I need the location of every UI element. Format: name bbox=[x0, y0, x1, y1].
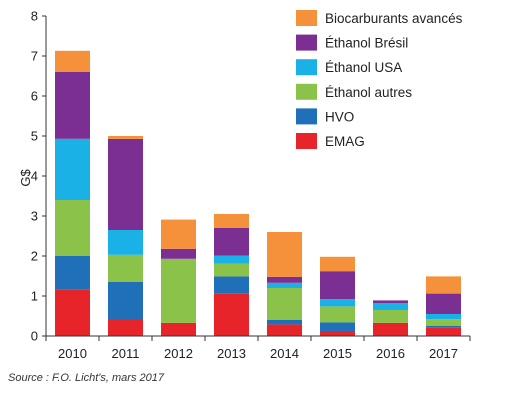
bar-ethanol-autres-2014 bbox=[267, 288, 302, 320]
legend-label-emag: EMAG bbox=[325, 134, 365, 149]
bar-ethanol-usa-2010 bbox=[55, 138, 90, 200]
bar-emag-2014 bbox=[267, 324, 302, 336]
legend-swatch-hvo bbox=[296, 108, 317, 125]
x-tick-label-2017: 2017 bbox=[429, 346, 458, 361]
bar-ethanol-bresil-2014 bbox=[267, 276, 302, 283]
legend-swatch-biocarburants-avances bbox=[296, 10, 317, 26]
bar-ethanol-bresil-2015 bbox=[320, 271, 355, 300]
x-tick-label-2010: 2010 bbox=[58, 346, 87, 361]
bar-ethanol-autres-2012 bbox=[161, 258, 196, 323]
bar-ethanol-usa-2017 bbox=[426, 314, 461, 320]
bar-ethanol-autres-2011 bbox=[108, 254, 143, 282]
y-tick-label-7: 7 bbox=[31, 49, 38, 64]
bar-hvo-2015 bbox=[320, 322, 355, 332]
bar-ethanol-bresil-2011 bbox=[108, 138, 143, 230]
y-tick-label-1: 1 bbox=[31, 289, 38, 304]
y-tick-label-6: 6 bbox=[31, 89, 38, 104]
bar-ethanol-bresil-2012 bbox=[161, 248, 196, 259]
legend-label-hvo: HVO bbox=[325, 109, 354, 124]
bar-biocarburants-avances-2011 bbox=[108, 136, 143, 139]
bar-ethanol-autres-2013 bbox=[214, 263, 249, 277]
y-axis-label: G$ bbox=[18, 169, 33, 187]
y-tick-label-4: 4 bbox=[31, 169, 38, 184]
bar-ethanol-autres-2015 bbox=[320, 306, 355, 323]
bar-ethanol-autres-2016 bbox=[373, 310, 408, 323]
bar-emag-2011 bbox=[108, 320, 143, 336]
legend-label-ethanol-bresil: Éthanol Brésil bbox=[325, 36, 408, 51]
bar-ethanol-usa-2016 bbox=[373, 303, 408, 310]
bar-biocarburants-avances-2015 bbox=[320, 256, 355, 272]
x-tick-label-2014: 2014 bbox=[270, 346, 299, 361]
x-tick-label-2012: 2012 bbox=[164, 346, 193, 361]
y-tick-label-8: 8 bbox=[31, 9, 38, 24]
source-note: Source : F.O. Licht's, mars 2017 bbox=[8, 372, 164, 384]
bar-emag-2015 bbox=[320, 332, 355, 336]
y-tick-label-3: 3 bbox=[31, 209, 38, 224]
bar-ethanol-autres-2017 bbox=[426, 319, 461, 326]
y-tick-label-0: 0 bbox=[31, 329, 38, 344]
x-tick-label-2013: 2013 bbox=[217, 346, 246, 361]
bar-ethanol-bresil-2013 bbox=[214, 228, 249, 256]
bar-emag-2013 bbox=[214, 293, 249, 336]
bar-ethanol-usa-2015 bbox=[320, 299, 355, 307]
bar-ethanol-bresil-2016 bbox=[373, 300, 408, 304]
bar-ethanol-bresil-2017 bbox=[426, 293, 461, 314]
bar-biocarburants-avances-2012 bbox=[161, 219, 196, 249]
x-tick-label-2015: 2015 bbox=[323, 346, 352, 361]
bar-hvo-2017 bbox=[426, 326, 461, 328]
bar-ethanol-usa-2014 bbox=[267, 282, 302, 288]
bars-layer bbox=[55, 50, 461, 336]
legend-swatch-ethanol-autres bbox=[296, 83, 317, 100]
legend-label-biocarburants-avances: Biocarburants avancés bbox=[325, 11, 463, 26]
bar-biocarburants-avances-2010 bbox=[55, 50, 90, 72]
bar-emag-2016 bbox=[373, 322, 408, 336]
bar-emag-2017 bbox=[426, 327, 461, 336]
bar-emag-2012 bbox=[161, 322, 196, 336]
bar-ethanol-usa-2011 bbox=[108, 230, 143, 255]
bar-hvo-2014 bbox=[267, 320, 302, 325]
bar-biocarburants-avances-2014 bbox=[267, 232, 302, 277]
legend-swatch-ethanol-usa bbox=[296, 59, 317, 76]
bar-emag-2010 bbox=[55, 289, 90, 336]
bar-ethanol-bresil-2010 bbox=[55, 72, 90, 139]
bar-hvo-2010 bbox=[55, 256, 90, 290]
legend: Biocarburants avancés Éthanol Brésil Éthan… bbox=[296, 10, 463, 149]
bar-ethanol-usa-2013 bbox=[214, 255, 249, 264]
y-tick-label-2: 2 bbox=[31, 249, 38, 264]
axes-layer: 0 1 2 3 4 5 6 7 8 2010 2011 2012 2013 2014 2015 2016 201… bbox=[31, 9, 471, 361]
legend-label-ethanol-usa: Éthanol USA bbox=[325, 60, 402, 75]
x-tick-label-2011: 2011 bbox=[112, 346, 140, 361]
bar-hvo-2011 bbox=[108, 282, 143, 320]
legend-swatch-emag bbox=[296, 133, 317, 149]
y-tick-label-5: 5 bbox=[31, 129, 38, 144]
bar-ethanol-autres-2010 bbox=[55, 200, 90, 256]
bar-hvo-2013 bbox=[214, 276, 249, 294]
x-tick-label-2016: 2016 bbox=[376, 346, 405, 361]
legend-label-ethanol-autres: Éthanol autres bbox=[325, 85, 412, 100]
legend-swatch-ethanol-bresil bbox=[296, 34, 317, 51]
bar-biocarburants-avances-2013 bbox=[214, 214, 249, 228]
bar-biocarburants-avances-2017 bbox=[426, 276, 461, 294]
